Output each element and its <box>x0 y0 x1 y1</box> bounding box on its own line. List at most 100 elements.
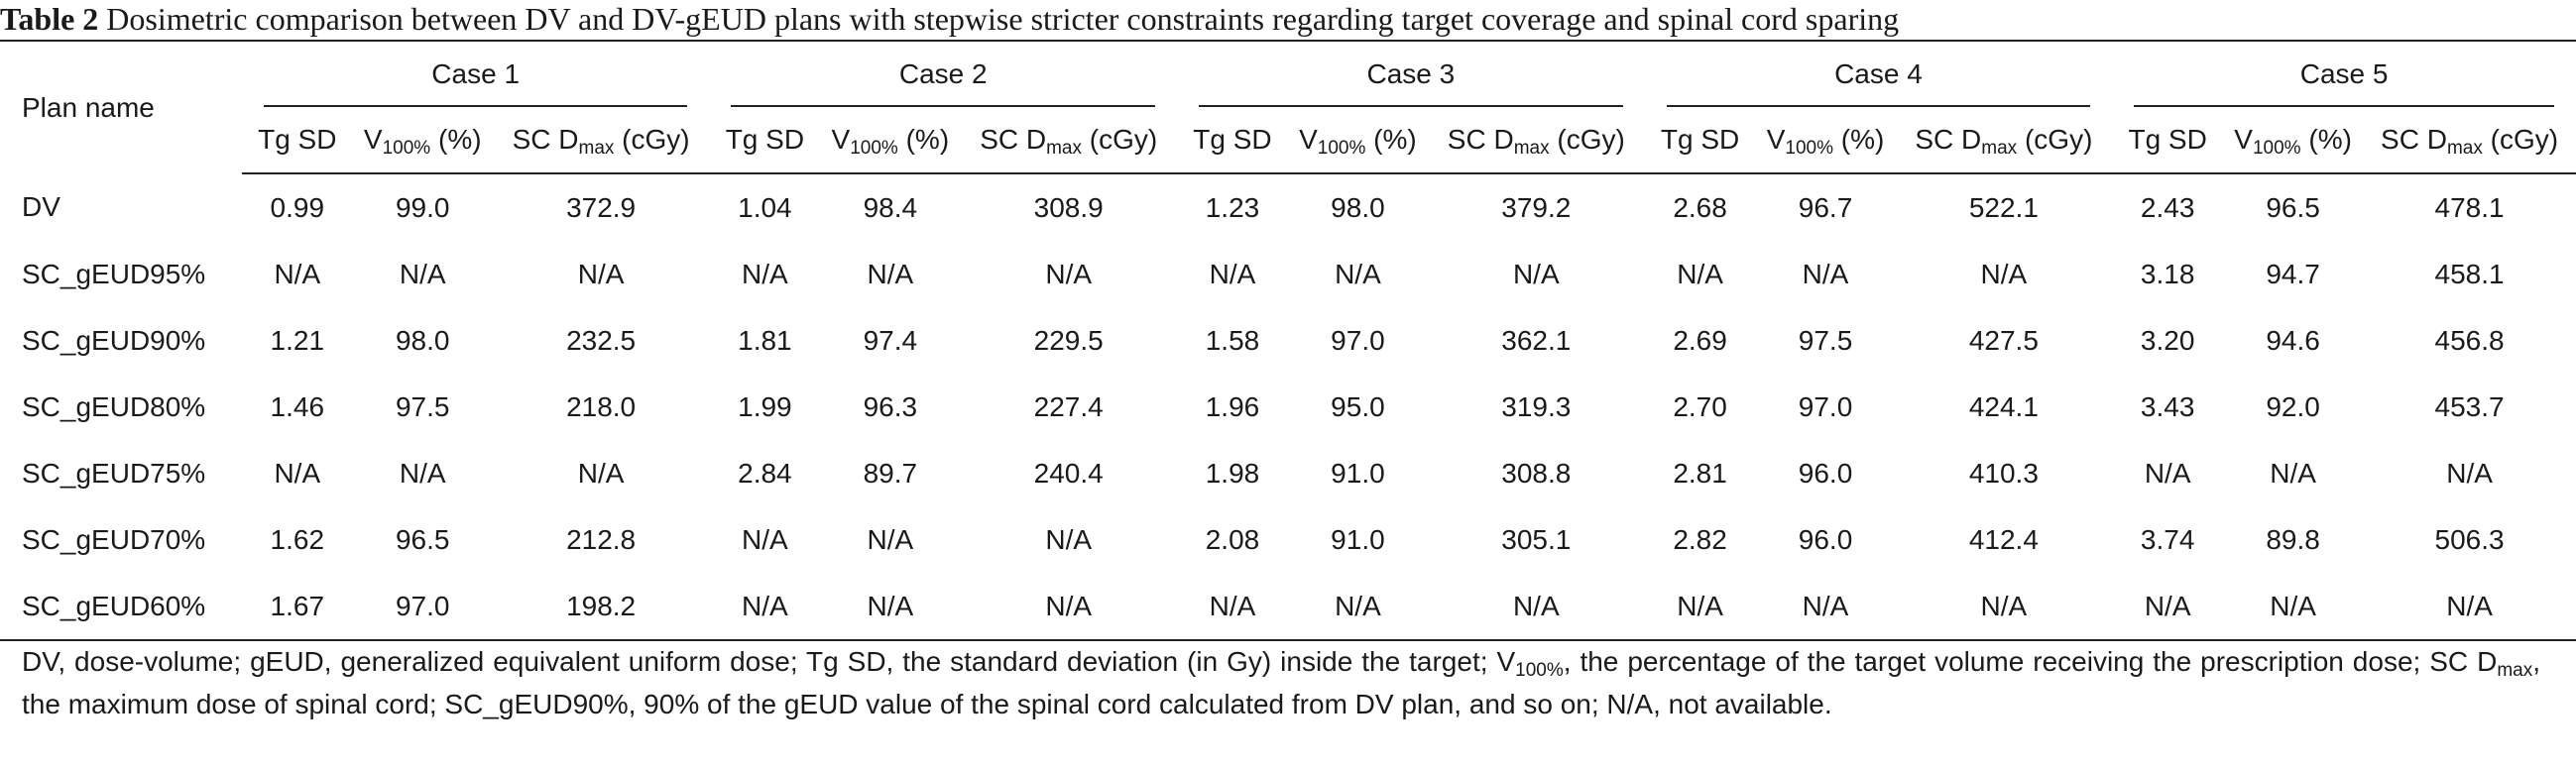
value-cell: 1.81 <box>738 324 792 356</box>
value-cell: N/A <box>399 457 446 489</box>
value-cell: 1.99 <box>738 390 792 422</box>
value-cell: 198.2 <box>492 573 710 641</box>
value-cell: 97.0 <box>1331 324 1385 356</box>
value-cell: 305.1 <box>1501 523 1572 555</box>
value-cell: N/A <box>820 573 961 641</box>
table-row: SC_gEUD75% N/A N/A N/A 2.84 89.7 240.4 1.98 91.0… <box>0 440 2576 506</box>
dosimetric-table: Plan name Case 1 Case 2 Case 3 Case 4 Ca… <box>0 40 2576 641</box>
value-cell: 308.8 <box>1501 457 1572 489</box>
value-cell: 96.3 <box>863 390 918 422</box>
value-cell: N/A <box>1209 258 1256 289</box>
value-cell: 456.8 <box>2434 324 2505 356</box>
table-row: SC_gEUD80% 1.46 97.5 218.0 1.99 96.3 227.4 1.96… <box>0 374 2576 440</box>
value-cell: 453.7 <box>2434 390 2505 422</box>
value-cell: 98.0 <box>395 324 450 356</box>
value-cell: N/A <box>2363 573 2576 641</box>
value-cell: 89.8 <box>2266 523 2320 555</box>
value-cell: N/A <box>2446 457 2493 489</box>
value-cell: 2.69 <box>1673 324 1727 356</box>
sc-dmax-header: SC Dmax (cGy) <box>492 107 710 174</box>
value-cell: N/A <box>742 523 788 555</box>
value-cell: 410.3 <box>1968 457 2039 489</box>
value-cell: N/A <box>2223 573 2364 641</box>
value-cell: 1.67 <box>241 573 353 641</box>
value-cell: N/A <box>867 523 914 555</box>
plan-name-cell: SC_gEUD60% <box>0 573 242 641</box>
value-cell: 97.4 <box>863 324 918 356</box>
value-cell: N/A <box>1677 258 1723 289</box>
v100-header: V100% (%) <box>2223 107 2364 174</box>
value-cell: 2.68 <box>1673 191 1727 223</box>
value-cell: N/A <box>2112 573 2224 641</box>
value-cell: 91.0 <box>1331 457 1385 489</box>
value-cell: N/A <box>274 457 321 489</box>
value-cell: N/A <box>1045 258 1093 289</box>
sc-dmax-header: SC Dmax (cGy) <box>960 107 1178 174</box>
value-cell: 1.58 <box>1205 324 1260 356</box>
table-row: DV 0.99 99.0 372.9 1.04 98.4 308.9 1.23 98.0 379.… <box>0 173 2576 241</box>
value-cell: 0.99 <box>270 191 325 223</box>
v100-header: V100% (%) <box>1287 107 1428 174</box>
value-cell: 2.82 <box>1673 523 1727 555</box>
value-cell: 97.0 <box>352 573 493 641</box>
value-cell: N/A <box>2144 457 2191 489</box>
table-row: SC_gEUD95% N/A N/A N/A N/A N/A N/A N/A N/A N/A N/A… <box>0 241 2576 307</box>
value-cell: 458.1 <box>2434 258 2505 289</box>
value-cell: 1.46 <box>270 390 325 422</box>
plan-name-header: Plan name <box>0 40 242 173</box>
value-cell: 2.84 <box>738 457 792 489</box>
value-cell: 92.0 <box>2266 390 2320 422</box>
tg-sd-header: Tg SD <box>241 107 353 174</box>
value-cell: 94.6 <box>2266 324 2320 356</box>
value-cell: N/A <box>1512 258 1560 289</box>
value-cell: 99.0 <box>395 191 450 223</box>
v100-header: V100% (%) <box>352 107 493 174</box>
value-cell: 218.0 <box>566 390 637 422</box>
plan-name-cell: SC_gEUD70% <box>22 523 206 555</box>
value-cell: 2.08 <box>1205 523 1260 555</box>
value-cell: N/A <box>399 258 446 289</box>
table-row: SC_gEUD60% 1.67 97.0 198.2 N/A N/A N/A N/A N/A N/… <box>0 573 2576 641</box>
value-cell: 3.18 <box>2140 258 2195 289</box>
value-cell: 3.20 <box>2140 324 2195 356</box>
value-cell: N/A <box>274 258 321 289</box>
value-cell: N/A <box>960 573 1178 641</box>
value-cell: N/A <box>1755 573 1896 641</box>
sc-dmax-header: SC Dmax (cGy) <box>1427 107 1645 174</box>
value-cell: N/A <box>1980 258 2028 289</box>
value-cell: 227.4 <box>1033 390 1104 422</box>
plan-name-cell: DV <box>22 191 60 222</box>
value-cell: N/A <box>1895 573 2113 641</box>
value-cell: 3.43 <box>2140 390 2195 422</box>
table-label: Table 2 <box>0 1 99 37</box>
value-cell: 212.8 <box>566 523 637 555</box>
value-cell: 1.62 <box>270 523 325 555</box>
value-cell: 94.7 <box>2266 258 2320 289</box>
value-cell: 96.5 <box>2266 191 2320 223</box>
case-header: Case 2 <box>709 40 1178 107</box>
case-header: Case 4 <box>1644 40 2113 107</box>
value-cell: 362.1 <box>1501 324 1572 356</box>
value-cell: N/A <box>1644 573 1756 641</box>
sc-dmax-header: SC Dmax (cGy) <box>1895 107 2113 174</box>
value-cell: 1.96 <box>1205 390 1260 422</box>
plan-name-cell: SC_gEUD75% <box>22 457 206 489</box>
table-footnote: DV, dose-volume; gEUD, generalized equiv… <box>22 646 2540 719</box>
value-cell: 1.04 <box>738 191 792 223</box>
value-cell: 96.0 <box>1798 523 1853 555</box>
value-cell: N/A <box>1335 258 1381 289</box>
value-cell: 427.5 <box>1968 324 2039 356</box>
plan-name-cell: SC_gEUD90% <box>22 324 206 356</box>
tg-sd-header: Tg SD <box>1177 107 1288 174</box>
value-cell: N/A <box>577 457 625 489</box>
value-cell: 97.5 <box>395 390 450 422</box>
value-cell: N/A <box>1177 573 1288 641</box>
table-title: Dosimetric comparison between DV and DV-… <box>106 1 1900 37</box>
value-cell: 319.3 <box>1501 390 1572 422</box>
case-header: Case 1 <box>241 40 710 107</box>
sc-dmax-header: SC Dmax (cGy) <box>2363 107 2576 174</box>
value-cell: N/A <box>742 258 788 289</box>
value-cell: N/A <box>577 258 625 289</box>
table-caption: Table 2 Dosimetric comparison between DV… <box>0 2 1899 36</box>
value-cell: 1.21 <box>270 324 325 356</box>
